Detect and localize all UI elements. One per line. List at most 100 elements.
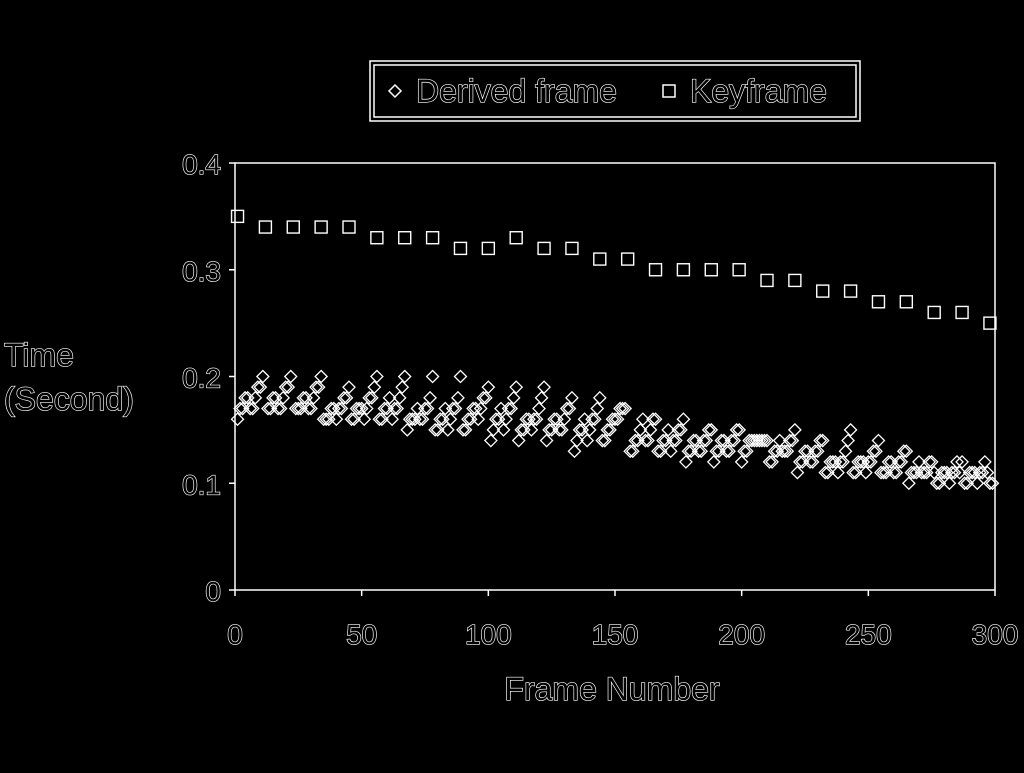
derived-frame-point [359, 401, 374, 416]
derived-frame-point [709, 444, 724, 459]
keyframe-point [648, 263, 663, 277]
keyframe-point [370, 231, 384, 245]
derived-frame-point [590, 401, 605, 416]
derived-frame-point [977, 454, 992, 469]
derived-frame-point [787, 422, 802, 437]
keyframe-point [927, 305, 941, 320]
keyframe-point [983, 316, 997, 330]
keyframe-point [760, 273, 774, 288]
derived-frame-point [542, 422, 557, 437]
derived-frame-point [339, 390, 354, 405]
derived-frame-point [461, 412, 475, 427]
y-axis-label-line-1: Time [4, 337, 74, 373]
derived-frame-point [309, 380, 323, 395]
derived-frame-point [390, 401, 405, 416]
derived-frame-point [483, 433, 498, 448]
derived-frame-point [524, 422, 539, 437]
keyframe-point [453, 241, 468, 256]
y-axis-label-line-2: (Second) [4, 381, 134, 417]
derived-frame-point [760, 433, 774, 448]
derived-frame-point [413, 412, 427, 427]
derived-frame-point [529, 412, 544, 427]
derived-frame-point [397, 369, 412, 384]
keyframe-point [676, 263, 691, 277]
keyframe-point [843, 284, 858, 298]
derived-frame-point [732, 422, 747, 437]
derived-frame-point [316, 412, 331, 427]
keyframe-point [342, 220, 356, 234]
derived-frame-point [331, 401, 346, 416]
derived-frame-point [775, 444, 790, 459]
keyframe-point [230, 209, 245, 224]
derived-frame-point [603, 422, 617, 437]
derived-frame-point [364, 390, 379, 405]
derived-frame-point [304, 401, 318, 416]
x-tick-label: 150 [592, 619, 639, 650]
derived-frame-point [248, 390, 263, 405]
derived-frame-point [501, 401, 516, 416]
derived-frame-point [950, 454, 964, 469]
x-axis-label: Frame Number [504, 671, 720, 707]
derived-frame-point [273, 401, 288, 416]
x-tick-label: 50 [346, 619, 377, 650]
derived-frame-point [582, 422, 597, 437]
derived-frame-point [557, 412, 572, 427]
derived-frame-point [691, 444, 706, 459]
derived-frame-point [737, 444, 752, 459]
derived-frame-point [777, 444, 792, 459]
derived-frame-point [451, 390, 465, 405]
derived-frame-point [851, 454, 866, 469]
derived-frame-point [929, 476, 944, 491]
x-axis: 0 50 100 150 200 250 300 [227, 590, 1019, 651]
legend-label-derived-frame: Derived frame [416, 73, 617, 109]
derived-frame-point [537, 380, 551, 395]
derived-frame-point [727, 433, 741, 448]
derived-frame-point [975, 465, 990, 480]
series-keyframe [230, 209, 997, 330]
x-tick-label: 0 [227, 619, 243, 650]
derived-frame-point [889, 465, 904, 480]
derived-frame-point [724, 433, 739, 448]
derived-frame-point [772, 433, 787, 448]
keyframe-point [816, 284, 830, 298]
derived-frame-point [793, 454, 807, 469]
derived-frame-point [947, 465, 962, 480]
legend-square-marker [662, 84, 676, 98]
derived-frame-point [420, 401, 435, 416]
derived-frame-point [714, 433, 729, 448]
derived-frame-point [291, 401, 306, 416]
derived-frame-point [914, 465, 929, 480]
derived-frame-point [301, 401, 316, 416]
keyframe-point [593, 252, 607, 266]
x-tick-label: 100 [465, 619, 512, 650]
derived-frame-point [511, 433, 526, 448]
derived-frame-point [357, 412, 372, 427]
derived-frame-point [871, 433, 886, 448]
derived-frame-point [486, 422, 501, 437]
derived-frame-point [369, 369, 384, 384]
legend-frame-outer [369, 60, 861, 122]
derived-frame-point [567, 444, 582, 459]
derived-frame-point [534, 390, 549, 405]
derived-frame-point [278, 380, 293, 395]
derived-frame-point [942, 476, 957, 491]
derived-frame-point [458, 422, 473, 437]
derived-frame-point [597, 433, 612, 448]
keyframe-point [871, 295, 886, 309]
derived-frame-point [628, 433, 643, 448]
derived-frame-point [255, 369, 270, 384]
derived-frame-point [539, 433, 554, 448]
derived-frame-point [820, 465, 835, 480]
derived-frame-point [400, 422, 415, 437]
derived-frame-point [595, 433, 610, 448]
derived-frame-point [912, 454, 926, 469]
keyframe-point [955, 305, 969, 320]
derived-frame-point [554, 422, 569, 437]
derived-frame-point [701, 422, 716, 437]
keyframe-point [565, 241, 579, 256]
derived-frame-point [605, 412, 620, 427]
derived-frame-point [970, 476, 985, 491]
derived-frame-point [592, 390, 607, 405]
derived-frame-point [869, 444, 883, 459]
